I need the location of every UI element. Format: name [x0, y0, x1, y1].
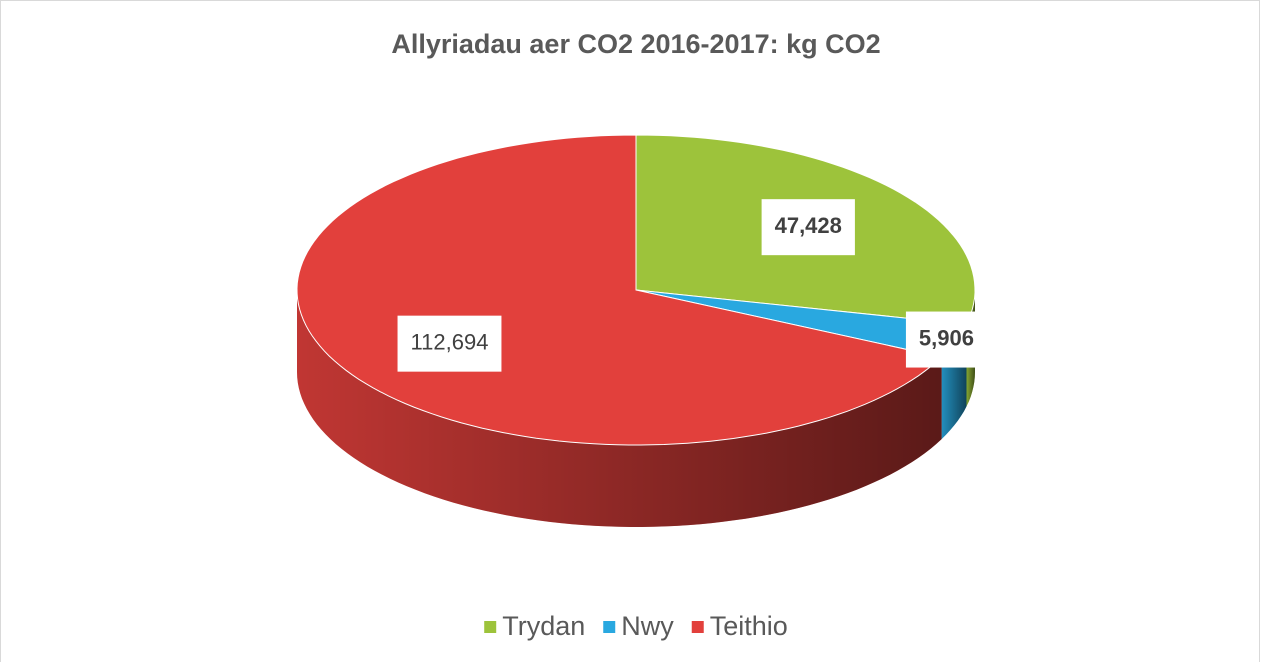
- legend-swatch: [603, 621, 616, 633]
- legend: Trydan Nwy Teithio: [484, 611, 788, 641]
- chart-title: Allyriadau aer CO2 2016-2017: kg CO2: [391, 29, 880, 59]
- legend-label: Trydan: [502, 611, 585, 641]
- data-label: 47,428: [775, 213, 842, 238]
- data-label-box: [397, 315, 502, 372]
- data-label-box: [905, 311, 987, 368]
- data-label-box: [761, 199, 855, 256]
- data-label: 112,694: [411, 329, 489, 354]
- slice-side-shade: [297, 290, 942, 527]
- pie: 47,428 5,906 112,694: [296, 134, 987, 527]
- legend-swatch: [484, 621, 497, 633]
- data-label: 5,906: [919, 325, 974, 350]
- legend-swatch: [691, 621, 704, 633]
- legend-label: Nwy: [621, 611, 674, 641]
- legend-label: Teithio: [710, 611, 788, 641]
